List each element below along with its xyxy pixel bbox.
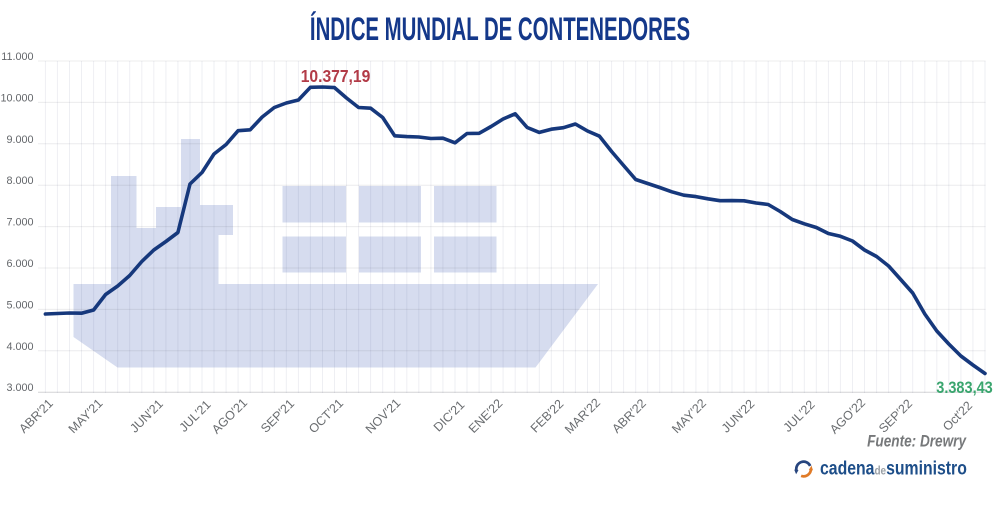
svg-text:5.000: 5.000	[6, 299, 33, 311]
svg-text:FEB′22: FEB′22	[528, 397, 567, 436]
svg-text:Oct′22: Oct′22	[940, 399, 975, 434]
svg-text:4.000: 4.000	[6, 341, 33, 353]
svg-text:3.383,43: 3.383,43	[936, 379, 993, 397]
svg-text:SEP′21: SEP′21	[258, 397, 297, 436]
svg-text:JUL′22: JUL′22	[781, 398, 818, 435]
svg-text:3.000: 3.000	[6, 382, 33, 394]
svg-text:OCT′21: OCT′21	[306, 396, 346, 436]
svg-text:DIC′21: DIC′21	[431, 398, 468, 435]
svg-text:Fuente: Drewry: Fuente: Drewry	[867, 432, 967, 451]
svg-text:6.000: 6.000	[6, 258, 33, 270]
svg-text:cadenadesuministro: cadenadesuministro	[820, 457, 967, 479]
svg-text:SEP′22: SEP′22	[876, 397, 915, 436]
svg-text:AGO′21: AGO′21	[209, 396, 250, 437]
svg-text:8.000: 8.000	[6, 175, 33, 187]
svg-text:MAY′22: MAY′22	[669, 396, 709, 436]
svg-text:MAY′21: MAY′21	[66, 396, 106, 436]
svg-text:JUN′22: JUN′22	[719, 397, 758, 436]
svg-text:10.377,19: 10.377,19	[301, 66, 371, 86]
svg-text:MAR′22: MAR′22	[562, 396, 603, 437]
svg-text:AGO′22: AGO′22	[827, 396, 868, 437]
svg-text:9.000: 9.000	[6, 134, 33, 146]
svg-text:10.000: 10.000	[0, 92, 33, 104]
svg-text:ABR′21: ABR′21	[16, 396, 56, 436]
svg-text:JUL′21: JUL′21	[177, 398, 214, 435]
svg-text:7.000: 7.000	[6, 217, 33, 229]
svg-text:NOV′21: NOV′21	[363, 396, 404, 437]
svg-text:JUN′21: JUN′21	[127, 397, 166, 436]
svg-text:11.000: 11.000	[1, 51, 33, 63]
svg-text:ABR′22: ABR′22	[609, 396, 649, 436]
svg-text:ENE′22: ENE′22	[466, 396, 506, 436]
